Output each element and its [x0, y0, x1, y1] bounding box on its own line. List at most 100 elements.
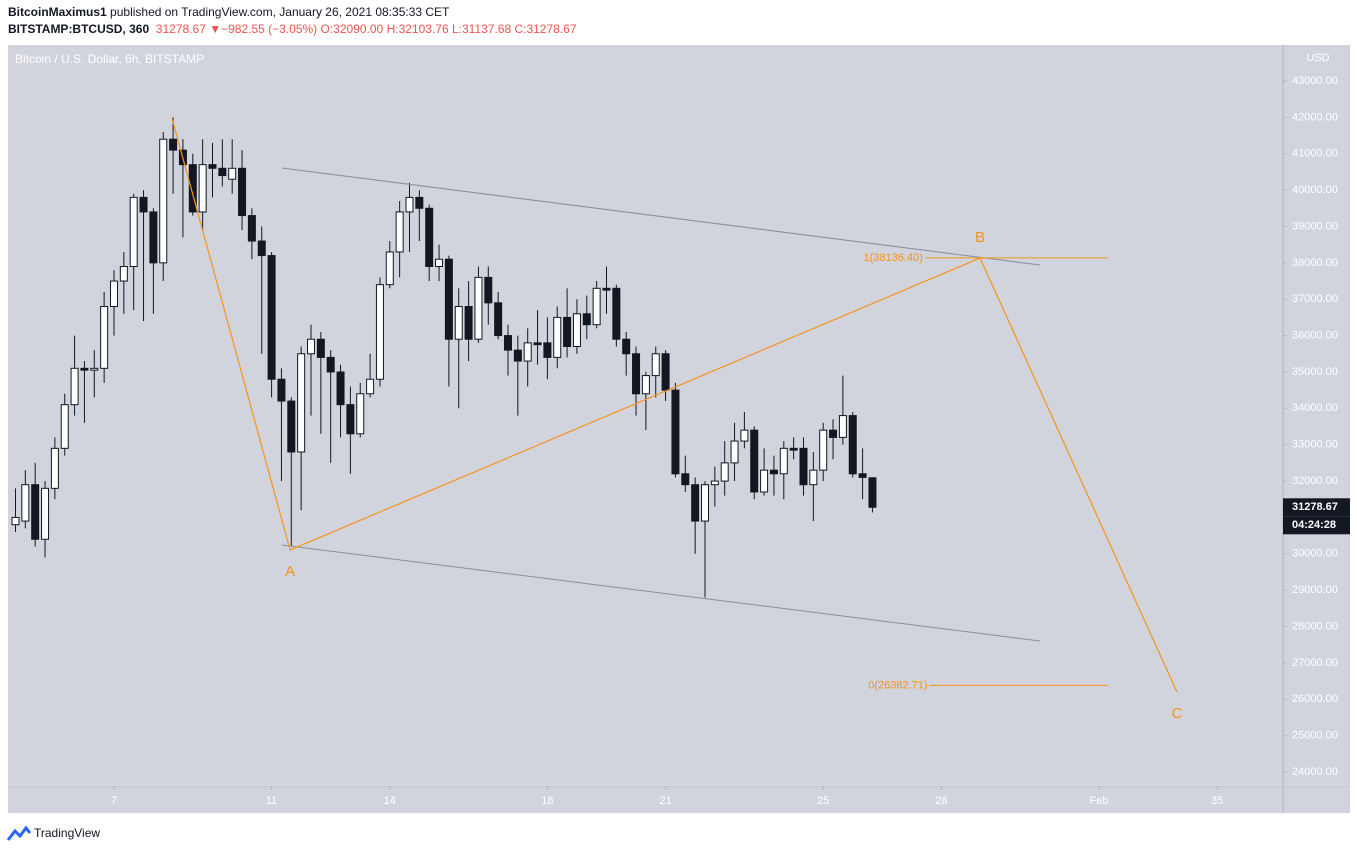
- candle-body: [563, 316, 572, 347]
- y-tick-label: 40000.00: [1292, 184, 1338, 196]
- candle-body: [346, 404, 355, 435]
- channel-line: [281, 167, 1040, 266]
- wave-label: A: [285, 563, 295, 580]
- candle-body: [760, 469, 769, 493]
- y-tick-label: 43000.00: [1292, 75, 1338, 87]
- candle-body: [31, 484, 40, 540]
- candle-body: [366, 378, 375, 395]
- candle-body: [149, 211, 158, 264]
- chart-title: Bitcoin / U.S. Dollar, 6h, BITSTAMP: [15, 52, 204, 66]
- countdown-label: 04:24:28: [1292, 519, 1336, 531]
- channel-line: [281, 544, 1040, 642]
- candle-body: [297, 353, 306, 453]
- plot: A B C 1(38136.40) 0(26382.71): [11, 117, 1183, 722]
- change: −982.55 (−3.05%): [221, 22, 318, 36]
- candle-body: [543, 342, 552, 358]
- countdown-tag: [1283, 516, 1350, 535]
- candle-body: [257, 240, 266, 257]
- author: BitcoinMaximus1: [8, 5, 107, 19]
- candle-body: [829, 429, 838, 438]
- candle-body: [779, 447, 788, 475]
- candle-body: [769, 469, 778, 475]
- candle-body: [740, 429, 749, 442]
- candle-body: [208, 164, 217, 169]
- candle-body: [306, 338, 315, 355]
- candle-body: [119, 265, 128, 282]
- candle-body: [612, 287, 621, 340]
- candle-body: [159, 138, 168, 264]
- wave-label: C: [1172, 705, 1183, 722]
- y-tick-label: 33000.00: [1292, 439, 1338, 451]
- x-tick-label: 7: [111, 795, 117, 807]
- header-line-1: BitcoinMaximus1 published on TradingView…: [8, 5, 449, 19]
- candle-body: [169, 138, 178, 151]
- x-tick-label: 18: [541, 795, 553, 807]
- x-tick-label: 25: [817, 795, 829, 807]
- last-price: 31278.67: [155, 22, 206, 36]
- y-tick-label: 38000.00: [1292, 257, 1338, 269]
- candle-body: [553, 316, 562, 358]
- y-tick-label: 41000.00: [1292, 148, 1338, 160]
- candle-body: [277, 378, 286, 402]
- candle-body: [21, 484, 30, 522]
- x-tick-label: 35: [1211, 795, 1223, 807]
- y-tick-label: 25000.00: [1292, 730, 1338, 742]
- candle-body: [641, 375, 650, 395]
- candle-body: [139, 196, 148, 213]
- candle-body: [750, 429, 759, 493]
- candle-body: [90, 367, 99, 371]
- y-tick-label: 27000.00: [1292, 657, 1338, 669]
- candle-body: [385, 251, 394, 286]
- candle-body: [494, 302, 503, 337]
- candle-body: [11, 516, 20, 526]
- y-tick-label: 37000.00: [1292, 293, 1338, 305]
- published: published on TradingView.com, January 26…: [110, 5, 450, 19]
- wave-label: B: [975, 229, 985, 246]
- y-tick-label: 39000.00: [1292, 220, 1338, 232]
- candle-body: [700, 484, 709, 522]
- candle-body: [326, 356, 335, 373]
- candle-body: [582, 313, 591, 326]
- header-line-2: BITSTAMP:BTCUSD, 360 31278.67 ▼−982.55 (…: [8, 22, 577, 36]
- candle-body: [809, 469, 818, 486]
- candle-body: [444, 258, 453, 340]
- y-tick-label: 24000.00: [1292, 766, 1338, 778]
- candle-body: [503, 335, 512, 351]
- fib-label: 0(26382.71): [868, 679, 927, 691]
- wave-line: [171, 117, 1178, 693]
- candle-body: [622, 338, 631, 355]
- candle-body: [572, 313, 581, 347]
- candle-body: [464, 305, 473, 340]
- y-tick-label: 28000.00: [1292, 620, 1338, 632]
- candle-body: [198, 164, 207, 213]
- candle-body: [218, 167, 227, 177]
- y-tick-label: 29000.00: [1292, 584, 1338, 596]
- candle-body: [70, 367, 79, 406]
- candle-body: [50, 447, 59, 489]
- symbol: BITSTAMP:BTCUSD, 360: [8, 22, 150, 36]
- candle-body: [848, 415, 857, 475]
- ohlc: O:32090.00 H:32103.76 L:31137.68 C:31278…: [320, 22, 577, 36]
- y-axis-label: USD: [1306, 52, 1329, 64]
- candle-body: [41, 487, 50, 540]
- y-tick-label: 26000.00: [1292, 693, 1338, 705]
- candle-body: [228, 167, 237, 180]
- price-tag: [1283, 498, 1350, 517]
- chart: Bitcoin / U.S. Dollar, 6h, BITSTAMP USD …: [8, 45, 1350, 813]
- candle-body: [375, 284, 384, 380]
- price-tag-label: 31278.67: [1292, 501, 1338, 513]
- candle-body: [651, 353, 660, 377]
- candle-body: [80, 367, 89, 371]
- x-tick-label: Feb: [1090, 795, 1109, 807]
- y-tick-label: 35000.00: [1292, 366, 1338, 378]
- candle-body: [523, 342, 532, 362]
- candle-body: [484, 276, 493, 304]
- candle-body: [109, 280, 118, 307]
- candle-body: [868, 477, 877, 508]
- candle-body: [356, 393, 365, 435]
- x-tick-label: 11: [266, 795, 277, 807]
- candle-body: [632, 353, 641, 395]
- candle-body: [336, 371, 345, 406]
- candle-body: [415, 196, 424, 209]
- candle-body: [720, 462, 729, 482]
